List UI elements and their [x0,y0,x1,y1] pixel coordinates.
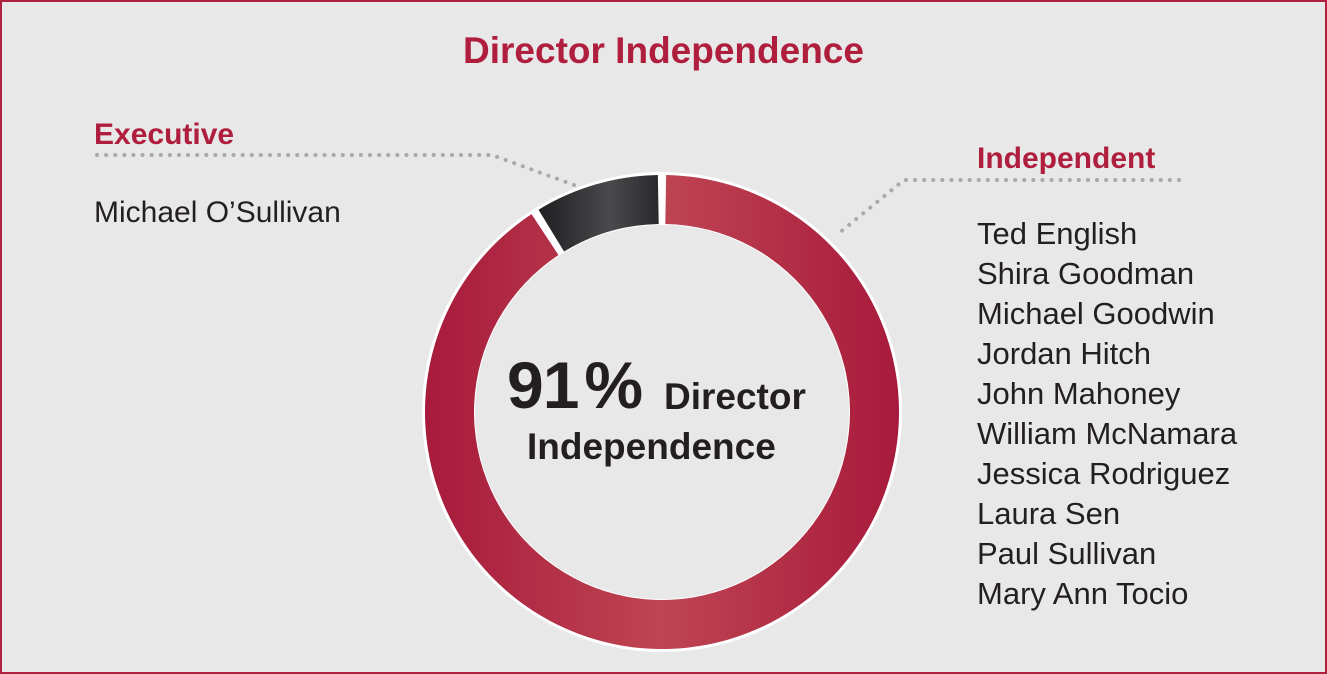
executive-leader-line [95,153,576,187]
center-value: 91 [507,348,579,422]
list-item: Michael Goodwin [977,296,1215,331]
list-item: Mary Ann Tocio [977,576,1189,611]
center-label-line2: Independence [527,426,776,467]
executive-name: Michael O’Sullivan [94,196,341,229]
list-item: William McNamara [977,416,1238,451]
chart-title: Director Independence [463,30,864,71]
list-item: Laura Sen [977,496,1121,531]
list-item: Ted English [977,216,1138,251]
donut-hole [475,225,849,599]
slice-executive [538,175,659,252]
list-item: Jessica Rodriguez [977,456,1231,491]
center-label-line1: Director [664,376,806,417]
center-unit: % [584,348,643,422]
list-item: John Mahoney [977,376,1181,411]
independent-leader-line [836,178,1181,236]
executive-label: Executive [94,118,235,151]
list-item: Jordan Hitch [977,336,1152,371]
independent-list: Ted English Shira Goodman Michael Goodwi… [977,214,1237,614]
list-item: Shira Goodman [977,256,1195,291]
independent-label: Independent [977,142,1156,175]
center-percentage: 91% [507,347,643,423]
list-item: Paul Sullivan [977,536,1157,571]
